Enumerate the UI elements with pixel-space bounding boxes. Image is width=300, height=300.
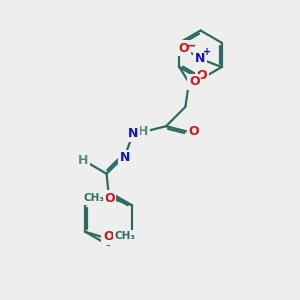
Text: CH₃: CH₃ bbox=[114, 232, 135, 242]
Text: O: O bbox=[189, 75, 200, 88]
Text: O: O bbox=[104, 192, 115, 205]
Text: H: H bbox=[138, 125, 148, 138]
Text: N: N bbox=[195, 52, 206, 65]
Text: O: O bbox=[178, 42, 189, 55]
Text: N: N bbox=[120, 151, 130, 164]
Text: CH₃: CH₃ bbox=[84, 194, 105, 203]
Text: H: H bbox=[134, 124, 145, 136]
Text: O: O bbox=[189, 125, 199, 138]
Text: −: − bbox=[186, 40, 196, 52]
Text: N: N bbox=[128, 127, 139, 140]
Text: O: O bbox=[196, 69, 207, 82]
Text: O: O bbox=[103, 230, 114, 243]
Text: N: N bbox=[126, 128, 136, 140]
Text: H: H bbox=[78, 154, 88, 166]
Text: +: + bbox=[203, 47, 211, 57]
